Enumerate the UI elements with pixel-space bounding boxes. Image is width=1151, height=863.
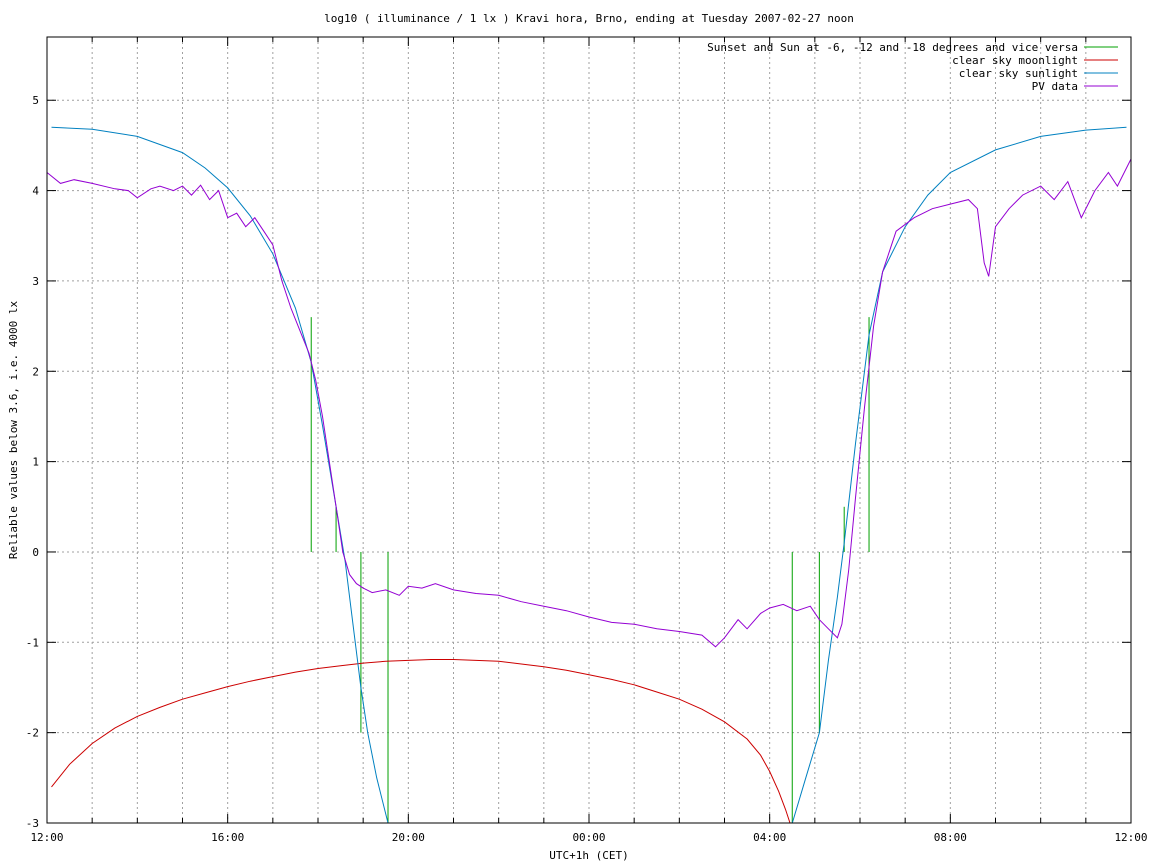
series-layer [47, 126, 1131, 823]
legend-label: Sunset and Sun at -6, -12 and -18 degree… [707, 41, 1078, 54]
x-tick-label: 12:00 [1114, 831, 1147, 844]
legend: Sunset and Sun at -6, -12 and -18 degree… [707, 41, 1118, 93]
legend-label: clear sky moonlight [952, 54, 1078, 67]
x-tick-label: 08:00 [934, 831, 967, 844]
y-tick-label: -2 [26, 727, 39, 740]
x-tick-label: 12:00 [30, 831, 63, 844]
x-tick-label: 20:00 [392, 831, 425, 844]
y-tick-label: -1 [26, 636, 39, 649]
y-tick-label: 4 [32, 185, 39, 198]
y-tick-label: -3 [26, 817, 39, 830]
grid [47, 37, 1131, 823]
x-axis-label: UTC+1h (CET) [549, 849, 628, 862]
y-axis-label: Reliable values below 3.6, i.e. 4000 lx [7, 300, 20, 559]
y-tick-label: 1 [32, 456, 39, 469]
series-line-3 [47, 158, 1131, 648]
y-tick-label: 3 [32, 275, 39, 288]
y-tick-label: 5 [32, 94, 39, 107]
chart-title: log10 ( illuminance / 1 lx ) Kravi hora,… [324, 12, 854, 25]
y-tick-label: 2 [32, 365, 39, 378]
x-tick-label: 16:00 [211, 831, 244, 844]
ticks: -3 -2 -1 0 1 2 3 4 5 12:00 16:00 20:00 00:00 04:00 08:… [26, 37, 1148, 844]
x-tick-label: 00:00 [572, 831, 605, 844]
y-tick-label: 0 [32, 546, 39, 559]
series-line-2 [51, 126, 1127, 823]
plot-frame [46, 36, 1132, 824]
legend-label: clear sky sunlight [959, 67, 1078, 80]
legend-label: PV data [1032, 80, 1078, 93]
series-line-1 [51, 659, 791, 823]
x-tick-label: 04:00 [753, 831, 786, 844]
